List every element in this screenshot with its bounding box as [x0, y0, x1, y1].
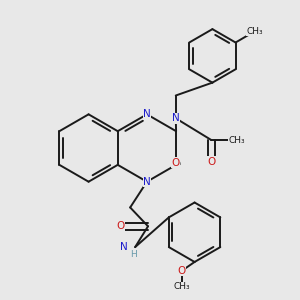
Text: O: O [207, 157, 216, 167]
Text: N: N [121, 242, 128, 252]
Text: N: N [143, 109, 151, 119]
Text: N: N [172, 113, 180, 123]
Text: N: N [143, 177, 151, 187]
Text: O: O [116, 221, 124, 231]
Text: O: O [172, 158, 180, 168]
Text: CH₃: CH₃ [173, 282, 190, 291]
Text: H: H [130, 250, 136, 259]
Text: O: O [178, 266, 186, 276]
Text: CH₃: CH₃ [247, 27, 263, 36]
Text: CH₃: CH₃ [229, 136, 245, 145]
